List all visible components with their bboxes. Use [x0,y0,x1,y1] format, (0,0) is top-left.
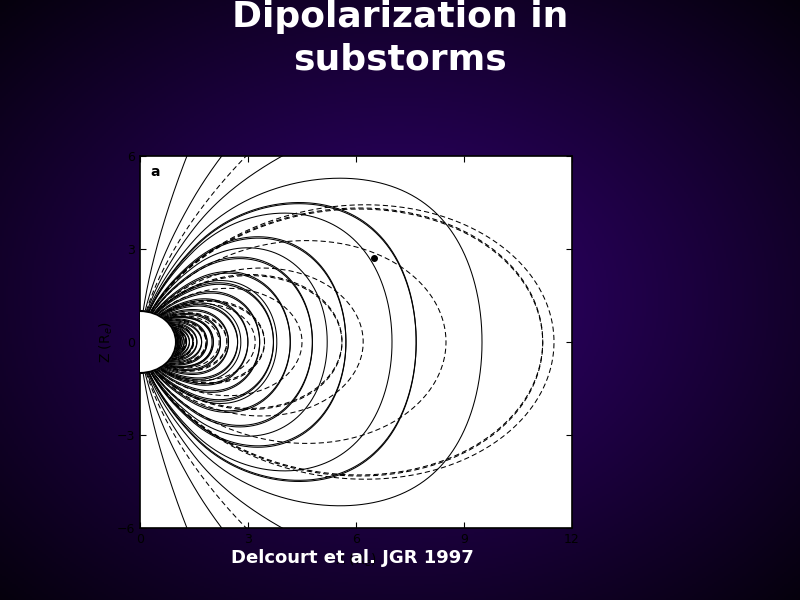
Text: substorms: substorms [293,42,507,76]
Text: Dipolarization in: Dipolarization in [232,0,568,34]
Text: a: a [151,165,160,179]
Y-axis label: Z (R$_e$): Z (R$_e$) [98,321,115,363]
X-axis label: X (R$_e$): X (R$_e$) [335,551,377,569]
Text: Delcourt et al. JGR 1997: Delcourt et al. JGR 1997 [230,549,474,567]
Circle shape [104,311,176,373]
